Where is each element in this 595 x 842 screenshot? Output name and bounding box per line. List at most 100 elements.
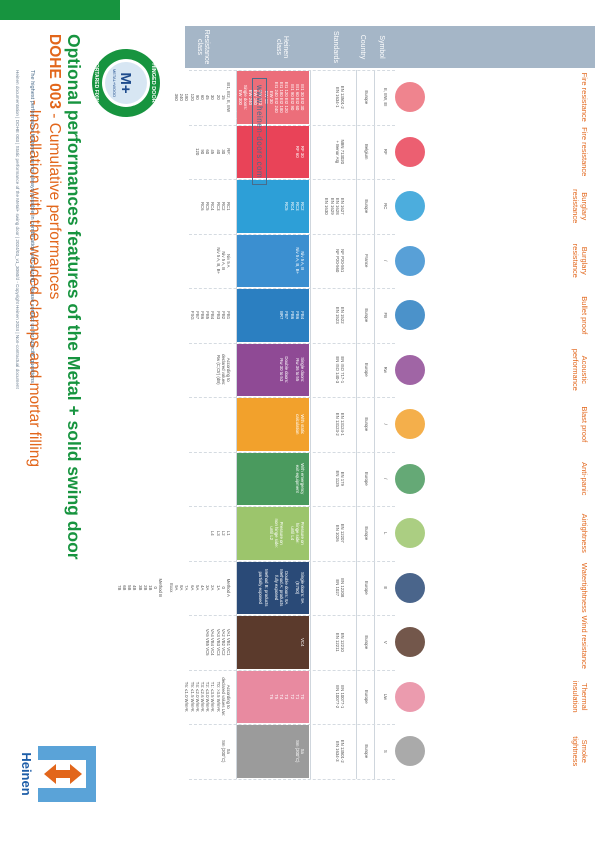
column-header: Anti-panic: [580, 462, 589, 496]
resistance-class-text: VA1 VB1 VC1 VA2 VB2 VC2 VA3 VB3 VC3 VA4 …: [205, 628, 231, 656]
column-standards: EN 12210 EN 12211: [334, 632, 345, 652]
footer-doc: Heinen documentation | DOHE 003 | Static…: [15, 70, 20, 389]
column-header: Fire resistance: [580, 72, 589, 122]
top-green-bar: [0, 0, 120, 20]
column-symbol: Uw: [383, 693, 388, 700]
website-url[interactable]: www.heinen-doors.com: [252, 78, 267, 186]
badge-bottom: MORTARED FIXING: [93, 60, 99, 107]
column-header: Thermal insulation: [571, 680, 589, 713]
column-icon: [395, 82, 425, 113]
column-header: Smoke tightness: [571, 736, 589, 767]
column-country: France: [364, 254, 369, 268]
column-country: Europe: [364, 90, 369, 105]
column-divider: [189, 342, 395, 344]
heinen-class-text: T0 T1 T2 T3 T4 T5 T6: [268, 694, 305, 700]
column-symbol: Rw: [383, 366, 388, 373]
resistance-class-text: According to declared values: Rw (C;Ctr)…: [215, 354, 231, 386]
badge-sub: METAL+WOOD: [112, 69, 117, 97]
resistance-class-text: Method A 0 1A 2A 3A 4A 5A 6A 7A 8A 9A Ex…: [116, 578, 231, 597]
column-header: Fire resistance: [580, 127, 589, 177]
column-symbol: RC: [383, 203, 388, 210]
column-icon: [395, 136, 425, 167]
column-country: Europe: [364, 471, 369, 486]
heinen-class-text: RC2 RC3 RC4 RC5: [284, 201, 305, 211]
column-standards: EN 10077-1 EN 10077-2: [334, 685, 345, 709]
column-standards: NBN 713020 + Benor Atg: [334, 139, 345, 165]
heinen-class-text: VC4: [300, 638, 305, 647]
column-standards: EN ISO 717-1 EN ISO 140-3: [334, 356, 345, 384]
column-standards: EN 13501-2 EN 1634-3: [334, 739, 345, 763]
column-icon: [395, 627, 425, 658]
resistance-class-text: RC1 RC2 RC3 RC4 RC5 RC6: [199, 201, 231, 211]
resistance-class-text: L1 L2 L3 L4: [210, 530, 231, 536]
column-icon: [395, 518, 425, 549]
column-icon: [395, 245, 425, 276]
column-symbol: /: [383, 260, 388, 262]
column-country: Europe: [364, 635, 369, 650]
heinen-class-text: Single doors: Rw 36 to 55 Double doors: …: [279, 356, 305, 384]
resistance-class-text: Sa Sm (200°C): [220, 740, 231, 763]
column-country: Europe: [364, 526, 369, 541]
resistance-class-text: RF: 30 40 45 60 90 120: [194, 148, 231, 156]
column-icon: [395, 736, 425, 767]
column-symbol: E, EW, EI: [383, 88, 388, 107]
heinen-class-text: FB4 FB6 FB6 FB7 BR7: [279, 311, 305, 320]
column-symbol: RF: [383, 148, 388, 155]
column-symbol: FB: [383, 312, 388, 319]
column-header: Airtightness: [580, 513, 589, 553]
column-header: Wind resistance: [580, 615, 589, 669]
badge-center: M+: [117, 72, 134, 93]
column-standards: EN 1627 EN 1628 EN 1629 EN 1630: [324, 197, 345, 215]
heinen-class-text: Sa Sm (200°C): [294, 740, 305, 763]
column-divider: [189, 124, 395, 126]
column-symbol: /: [383, 478, 388, 480]
heinen-logo-mark: [38, 746, 96, 802]
column-header: Bullet proof: [580, 296, 589, 335]
heinen-class-text: Niv 5 A, B Niv 5 A, B, B+: [294, 247, 305, 275]
resistance-class-text: EI1, EI2, E, EW 15 20 30 45 60 90 120 18…: [173, 82, 231, 113]
column-symbol: E: [383, 586, 388, 590]
heinen-class-text: Pressure on hinge side: until L4 Pressur…: [268, 518, 305, 548]
row-divider: [374, 70, 375, 779]
column-divider: [189, 179, 395, 180]
badge-top: HINGED DOOR: [150, 63, 156, 102]
column-country: Europe: [364, 362, 369, 377]
heinen-class-block: [237, 616, 309, 669]
column-icon: [395, 572, 425, 603]
column-country: Europe: [364, 199, 369, 214]
column-header: Blast proof: [580, 406, 589, 443]
column-divider: [189, 288, 395, 289]
column-standards: EN 1522 EN 1523: [334, 306, 345, 324]
column-header: Acoustic performance: [571, 348, 589, 391]
resistance-class-text: According to declared values Uw: T0: >3.…: [184, 677, 231, 717]
column-standards: EN 179 EN 1125: [334, 470, 345, 487]
column-standards: EN 12208 EN 1027: [334, 578, 345, 598]
column-header: Burglary resistance: [571, 243, 589, 278]
column-divider: [189, 560, 395, 562]
column-country: Europe: [364, 580, 369, 595]
column-country: Belgium: [364, 143, 369, 160]
column-divider: [189, 669, 395, 671]
column-icon: [395, 409, 425, 440]
column-header: Watertightness: [580, 562, 589, 613]
column-country: Europe: [364, 417, 369, 432]
column-symbol: L: [383, 532, 388, 535]
column-header: Burglary resistance: [571, 189, 589, 224]
hinged-door-badge: M+ METAL+WOOD HINGED DOOR MORTARED FIXIN…: [91, 48, 161, 118]
column-standards: EN 13501-2 EN 1634-1: [334, 85, 345, 109]
column-icon: [395, 191, 425, 222]
column-divider: [189, 724, 395, 725]
resistance-class-text: FB1 FB2 FB3 FB4 FB5 FB6 FB7 FSG: [189, 310, 231, 320]
heinen-class-text: With static calculation: [294, 414, 305, 435]
column-country: Europe: [364, 308, 369, 323]
column-country: Europe: [364, 689, 369, 704]
row-divider: [356, 70, 357, 779]
column-country: Europe: [364, 744, 369, 759]
heinen-class-text: EI1 30 EI2 30 EI1 60 EI2 60 EI1 90 EI2 9…: [232, 75, 305, 120]
heinen-class-text: With emergency exit equipment: [294, 463, 305, 495]
column-symbol: V: [383, 640, 388, 644]
column-divider: [189, 778, 395, 780]
column-divider: [189, 451, 395, 453]
heinen-class-text: RF 30 RF 60: [294, 145, 305, 158]
